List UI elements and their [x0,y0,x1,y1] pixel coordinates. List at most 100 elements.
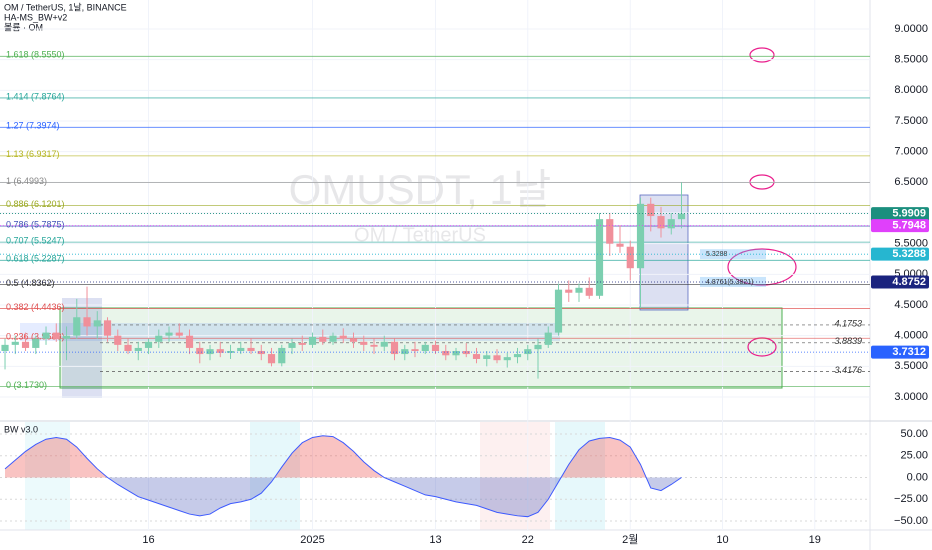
x-tick-label: 16 [142,534,154,546]
watermark-name: OM / TetherUS [354,224,486,246]
candle-body [73,317,81,336]
price-badge-label: 4.8752 [892,276,926,288]
osc-area-positive [5,435,647,478]
indicator-title: HA-MS_BW+v2 [4,12,67,22]
annotation-label: 5.3288 [706,251,728,258]
candle-body [196,347,204,355]
candle-body [636,203,645,269]
candle-body [267,354,276,364]
candle-body [216,349,224,353]
x-tick-label: 19 [809,534,821,546]
candle-body [298,343,306,345]
candle-body [647,203,655,217]
y-tick-label: 7.0000 [894,146,928,158]
fib-label: 0.786 (5.7875) [6,219,65,229]
y-tick-label: 6.5000 [894,176,928,188]
watermark-ticker: OMUSDT, 1날 [289,166,552,213]
candle-body [206,349,214,355]
candle-body [513,354,522,358]
candle-body [442,351,450,356]
candle-body [401,349,409,355]
candle-body [32,338,40,348]
candle-body [626,246,634,269]
candle-body [390,341,399,355]
y-tick-label: 9.0000 [894,23,928,35]
candle-body [431,344,440,352]
y-tick-label: 8.5000 [894,54,928,66]
zone-box [62,298,102,398]
level-label: 4.1753 [834,318,862,328]
x-tick-label: 13 [429,534,441,546]
price-badge-label: 5.9909 [892,207,926,219]
candle-body [144,341,153,348]
fib-label: 0.886 (6.1201) [6,199,65,209]
price-badge [871,345,929,359]
candle-body [657,216,665,229]
y-tick-label: 4.0000 [894,330,928,342]
candle-body [452,351,460,356]
y-tick-label: 3.0000 [894,391,928,403]
candle-body [21,341,30,348]
price-badge-label: 5.3288 [892,248,926,260]
osc-line [4,435,682,518]
candle-body [93,320,101,327]
candle-body [62,335,71,339]
fib-label: 1.618 (8.5550) [6,50,65,60]
highlight-ellipse [749,47,775,63]
y-tick-label: 4.5000 [894,299,928,311]
fib-label: 0.5 (4.8362) [6,278,55,288]
y-tick-label: 5.5000 [894,238,928,250]
candle-body [288,343,296,348]
candle-body [421,344,429,352]
candle-body [319,336,327,342]
oscillator-title: BW v3.0 [4,424,38,434]
candle-body [554,289,563,333]
candle-body [278,347,286,364]
price-badge [871,219,929,233]
candle-body [606,219,614,244]
candle-body [124,344,132,352]
level-label: 3.8839 [834,336,862,346]
osc-area-negative [5,477,682,517]
range-box [59,307,783,389]
candle-body [83,317,91,327]
fib-label: 1.13 (6.9317) [6,149,60,159]
candle-body [114,335,122,345]
x-tick-label: 22 [522,534,534,546]
highlight-ellipse [727,248,797,286]
candle-body [1,344,9,352]
y-tick-label: 0.00 [907,471,928,483]
candle-body [329,335,337,342]
fib-label: 1 (6.4993) [6,176,47,186]
candle-body [11,341,19,345]
osc-band [555,422,605,530]
candle-body [493,355,501,361]
candle-body [185,335,194,348]
y-tick-label: −50.00 [894,515,928,527]
x-tick-label: 2025 [300,534,324,546]
candle-body [134,347,142,352]
candle-body [349,338,358,342]
candle-body [483,355,491,359]
y-tick-label: 8.0000 [894,84,928,96]
candle-body [616,243,624,247]
candle-body [534,344,542,350]
fib-label: 1.27 (7.3974) [6,121,60,131]
price-badge [871,247,929,261]
fib-label: 0 (3.1730) [6,380,47,390]
candle-body [308,336,317,345]
candle-body [165,332,173,336]
candle-body [370,344,378,347]
candle-body [595,219,604,296]
candle-body [565,289,573,293]
candle-body [544,332,552,345]
candle-body [380,341,388,347]
y-tick-label: 50.00 [900,428,928,440]
price-badge-label: 5.7948 [892,219,926,231]
fib-label: 0.382 (4.4436) [6,302,65,312]
candle-body [524,349,532,355]
fib-label: 0.707 (5.5247) [6,236,65,246]
y-tick-label: 25.00 [900,450,928,462]
fib-label: 0.618 (5.2287) [6,254,65,264]
